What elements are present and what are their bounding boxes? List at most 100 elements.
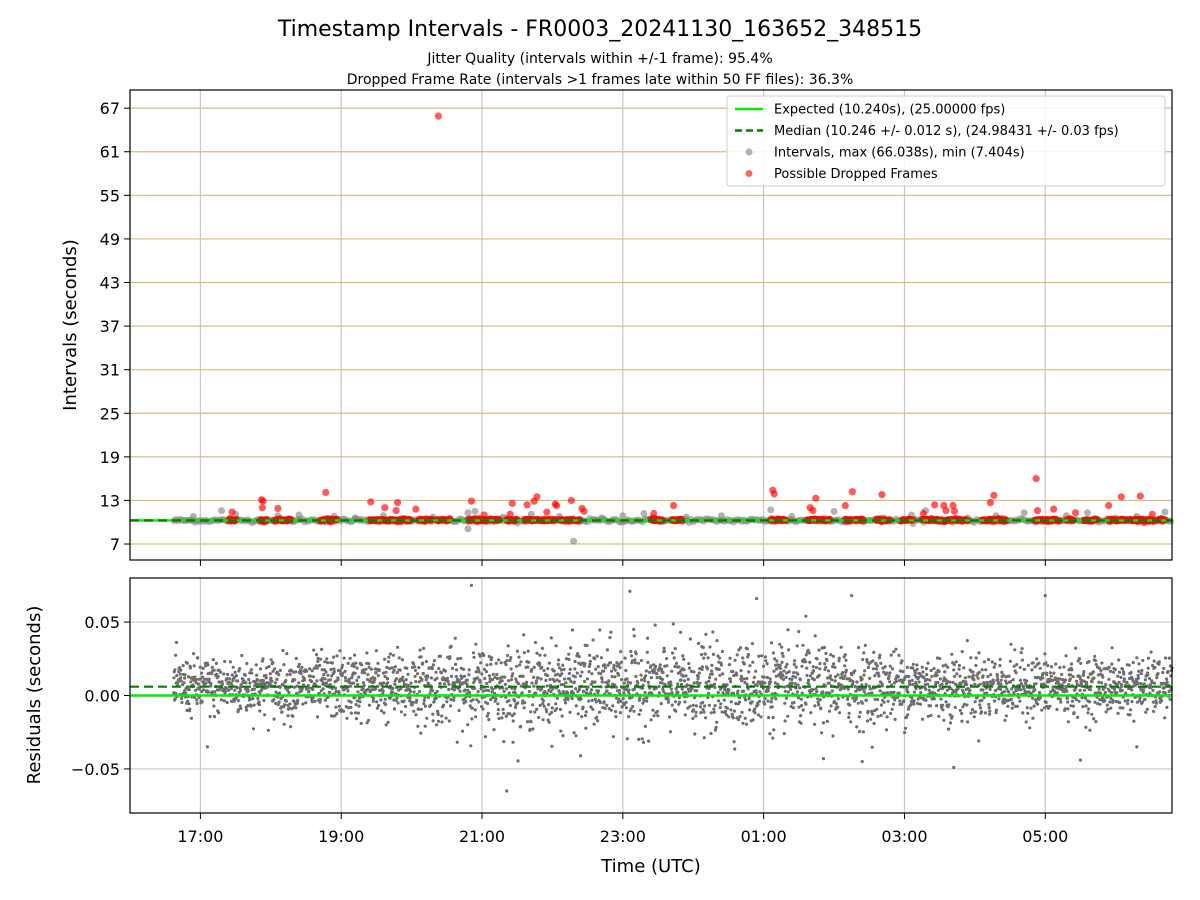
residual-point xyxy=(507,691,511,695)
residual-point xyxy=(1060,672,1064,677)
interval-point xyxy=(1084,509,1092,517)
residual-point xyxy=(454,662,458,667)
residual-point xyxy=(512,712,516,716)
residual-point xyxy=(1113,687,1117,691)
residual-point xyxy=(490,656,494,660)
residual-point xyxy=(879,703,884,707)
residual-point xyxy=(791,674,795,678)
residual-point xyxy=(436,713,440,717)
residual-point xyxy=(977,739,981,743)
residual-point xyxy=(228,677,232,681)
residual-point xyxy=(629,654,634,658)
residual-point xyxy=(366,687,370,692)
residual-point xyxy=(587,699,591,703)
residual-point xyxy=(932,667,936,671)
residual-point xyxy=(804,702,808,706)
residual-point xyxy=(773,681,777,685)
residual-point xyxy=(634,652,638,656)
residual-point xyxy=(813,634,817,638)
residual-point xyxy=(657,684,661,689)
residual-point xyxy=(240,653,244,658)
residual-point xyxy=(1153,665,1157,670)
residual-point xyxy=(1043,706,1047,710)
residual-point xyxy=(605,703,609,708)
residual-point xyxy=(715,639,719,643)
residual-point xyxy=(545,673,550,678)
residual-point xyxy=(332,667,336,671)
residual-point xyxy=(702,710,706,714)
residuals-y-axis-label: Residuals (seconds) xyxy=(24,606,45,785)
residual-point xyxy=(986,658,991,662)
residual-point xyxy=(800,691,804,695)
residual-point xyxy=(960,719,964,723)
residual-point xyxy=(905,665,910,670)
residual-point xyxy=(622,691,626,695)
residual-point xyxy=(815,690,819,694)
residual-point xyxy=(500,679,504,683)
residual-point xyxy=(915,663,919,667)
residual-point xyxy=(642,699,646,703)
residual-point xyxy=(577,687,582,692)
residual-point xyxy=(431,663,435,667)
residual-point xyxy=(214,661,218,666)
residual-point xyxy=(974,656,978,660)
residual-point xyxy=(535,707,539,712)
residual-point xyxy=(833,665,837,670)
dropped-frame-point xyxy=(480,511,488,519)
residual-point xyxy=(724,709,728,714)
residual-point xyxy=(178,666,182,670)
residual-point xyxy=(495,677,499,681)
residual-point xyxy=(887,677,891,681)
residual-point xyxy=(980,698,984,702)
residual-point xyxy=(1058,677,1062,681)
residual-point xyxy=(876,671,880,675)
residual-point xyxy=(755,684,759,688)
residual-point xyxy=(556,662,560,667)
residual-point xyxy=(411,662,416,666)
residual-point xyxy=(583,679,587,684)
residual-point xyxy=(718,706,722,710)
residual-point xyxy=(579,697,583,701)
residual-point xyxy=(367,703,371,707)
residual-point xyxy=(326,661,330,665)
residual-point xyxy=(573,659,577,664)
residual-point xyxy=(925,673,929,677)
residual-point xyxy=(1041,676,1045,680)
residual-point xyxy=(1033,665,1037,669)
residual-point xyxy=(465,682,469,687)
residual-point xyxy=(246,689,250,693)
dropped-frame-point xyxy=(986,499,994,507)
residual-point xyxy=(409,681,413,685)
residual-point xyxy=(1024,679,1029,683)
residual-point xyxy=(618,711,623,715)
residual-point xyxy=(882,670,886,674)
residual-point xyxy=(727,688,731,692)
residual-point xyxy=(921,670,925,674)
residual-point xyxy=(670,669,674,673)
residual-point xyxy=(900,659,904,663)
residual-point xyxy=(346,689,350,693)
residual-point xyxy=(766,689,770,693)
residual-point xyxy=(359,663,364,667)
residual-point xyxy=(179,679,183,683)
residual-point xyxy=(670,691,674,695)
residual-point xyxy=(902,699,906,703)
residual-point xyxy=(765,662,769,666)
residual-point xyxy=(332,655,336,659)
residual-point xyxy=(445,676,449,681)
residual-point xyxy=(471,698,475,702)
residual-point xyxy=(1030,668,1034,672)
interval-point xyxy=(464,525,472,533)
dropped-frame-point xyxy=(393,499,402,507)
residual-point xyxy=(352,664,356,669)
residual-point xyxy=(1127,663,1131,667)
residual-point xyxy=(707,679,711,683)
residual-point xyxy=(772,728,776,732)
residual-point xyxy=(644,674,648,678)
intervals-y-tick-label: 67 xyxy=(100,99,120,118)
residual-point xyxy=(199,677,203,681)
residual-point xyxy=(762,702,767,706)
residual-point xyxy=(742,677,746,681)
